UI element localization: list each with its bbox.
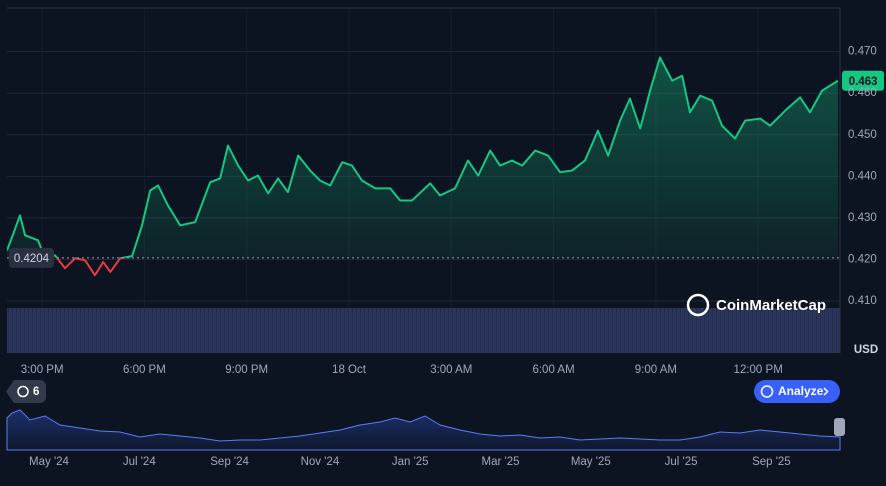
watermark-text: CoinMarketCap — [716, 297, 826, 314]
current-price-label: 0.463 — [849, 76, 878, 88]
y-tick-label: 0.450 — [848, 129, 877, 141]
button-icon — [760, 385, 774, 398]
history-badge[interactable]: 6 — [6, 380, 46, 403]
y-tick-label: 0.440 — [848, 170, 877, 182]
reference-label: 0.4204 — [14, 253, 50, 265]
y-tick-label: 0.410 — [848, 295, 877, 307]
plot: 0.4204 0.463 — [7, 56, 884, 277]
currency-label: USD — [854, 344, 878, 356]
navigator-label: May '24 — [29, 456, 70, 468]
ticks: 0.410 0.420 0.430 0.440 0.450 0.460 0.470 3:00 … — [21, 46, 877, 376]
navigator-line — [6, 409, 841, 451]
navigator-label: Jul '24 — [123, 456, 156, 468]
button-bg[interactable] — [754, 380, 840, 403]
navigator-label: Jul '25 — [665, 456, 698, 468]
navigator-labels: May '24 Jul '24 Sep '24 Nov '24 Jan '25 Mar '… — [29, 456, 791, 468]
x-tick-label: 18 Oct — [332, 364, 367, 376]
navigator — [6, 409, 845, 451]
navigator-label: May '25 — [571, 456, 611, 468]
y-tick-label: 0.470 — [848, 46, 877, 58]
y-tick-label: 0.430 — [848, 212, 877, 224]
x-tick-label: 3:00 PM — [21, 364, 64, 376]
navigator-label: Jan '25 — [392, 456, 429, 468]
chevron — [823, 387, 829, 396]
button-label: Analyze — [778, 384, 824, 398]
volume-band — [7, 308, 840, 353]
navigator-label: Sep '24 — [210, 456, 249, 468]
logo-icon — [686, 293, 710, 317]
reference-tag — [9, 247, 54, 268]
current-price-tag — [842, 70, 884, 91]
price-line — [7, 56, 839, 258]
navigator-label: Nov '24 — [301, 456, 340, 468]
price-line-below — [43, 257, 129, 277]
x-tick-label: 12:00 PM — [734, 364, 783, 376]
watermark: CoinMarketCap — [686, 293, 826, 317]
price-area — [7, 57, 838, 258]
navigator-label: Sep '25 — [752, 456, 791, 468]
x-tick-label: 9:00 AM — [635, 364, 677, 376]
y-tick-label: 0.420 — [848, 254, 877, 266]
navigator-label: Mar '25 — [482, 456, 520, 468]
x-tick-label: 3:00 AM — [430, 364, 472, 376]
x-tick-label: 6:00 AM — [532, 364, 574, 376]
analyze-button[interactable]: Analyze — [754, 380, 840, 403]
y-tick-label: 0.460 — [848, 87, 877, 99]
navigator-handle[interactable] — [834, 418, 845, 436]
x-tick-label: 6:00 PM — [123, 364, 166, 376]
clock-icon — [17, 385, 29, 398]
badge-bg[interactable] — [6, 380, 46, 403]
x-tick-label: 9:00 PM — [225, 364, 268, 376]
badge-count: 6 — [33, 386, 39, 398]
